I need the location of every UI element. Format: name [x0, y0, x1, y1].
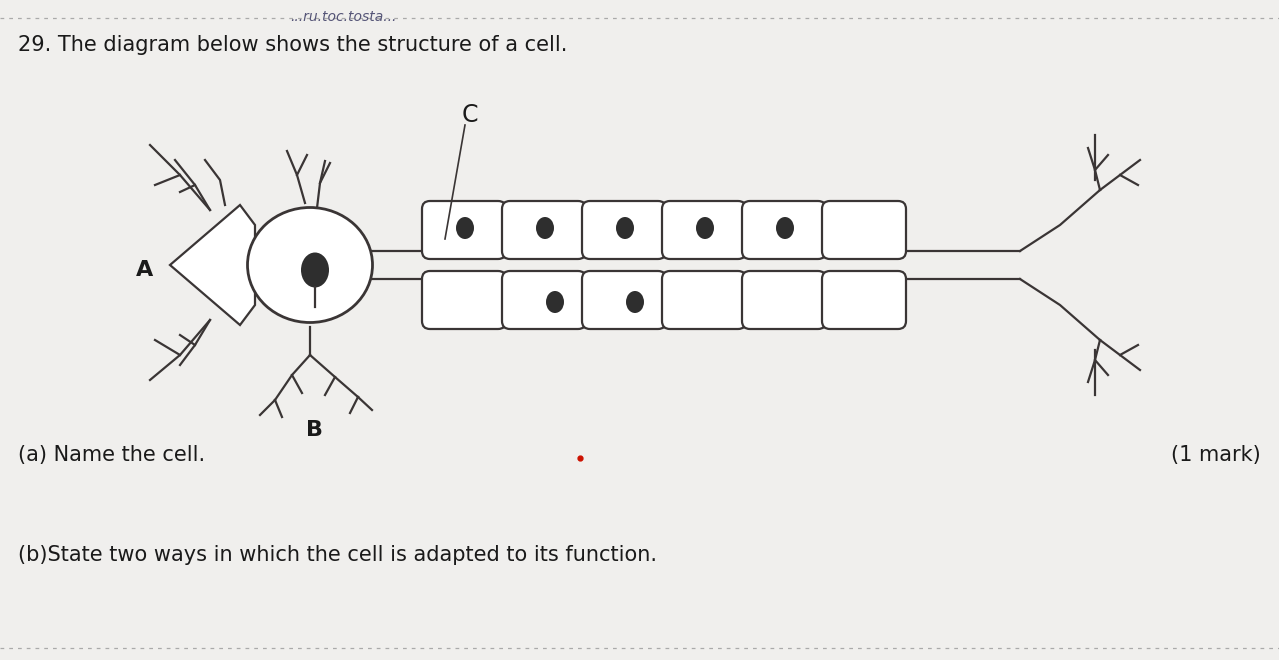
- FancyBboxPatch shape: [582, 201, 666, 259]
- Ellipse shape: [248, 207, 372, 323]
- Text: ...ru.toc.tosta...: ...ru.toc.tosta...: [290, 10, 396, 24]
- Ellipse shape: [616, 217, 634, 239]
- Text: C: C: [462, 103, 478, 127]
- Text: (b)State two ways in which the cell is adapted to its function.: (b)State two ways in which the cell is a…: [18, 545, 657, 565]
- Ellipse shape: [696, 217, 714, 239]
- FancyBboxPatch shape: [742, 201, 826, 259]
- Ellipse shape: [776, 217, 794, 239]
- Ellipse shape: [536, 217, 554, 239]
- Text: (a) Name the cell.: (a) Name the cell.: [18, 445, 205, 465]
- FancyBboxPatch shape: [422, 201, 506, 259]
- FancyBboxPatch shape: [422, 271, 506, 329]
- Polygon shape: [170, 205, 255, 325]
- FancyBboxPatch shape: [742, 271, 826, 329]
- FancyBboxPatch shape: [822, 271, 906, 329]
- Text: B: B: [307, 420, 324, 440]
- Ellipse shape: [457, 217, 475, 239]
- Ellipse shape: [546, 291, 564, 313]
- Ellipse shape: [625, 291, 645, 313]
- FancyBboxPatch shape: [501, 271, 586, 329]
- FancyBboxPatch shape: [663, 271, 746, 329]
- FancyBboxPatch shape: [582, 271, 666, 329]
- Ellipse shape: [301, 253, 329, 288]
- FancyBboxPatch shape: [822, 201, 906, 259]
- Text: 29. The diagram below shows the structure of a cell.: 29. The diagram below shows the structur…: [18, 35, 568, 55]
- Text: A: A: [137, 260, 153, 280]
- FancyBboxPatch shape: [501, 201, 586, 259]
- Text: (1 mark): (1 mark): [1172, 445, 1261, 465]
- FancyBboxPatch shape: [663, 201, 746, 259]
